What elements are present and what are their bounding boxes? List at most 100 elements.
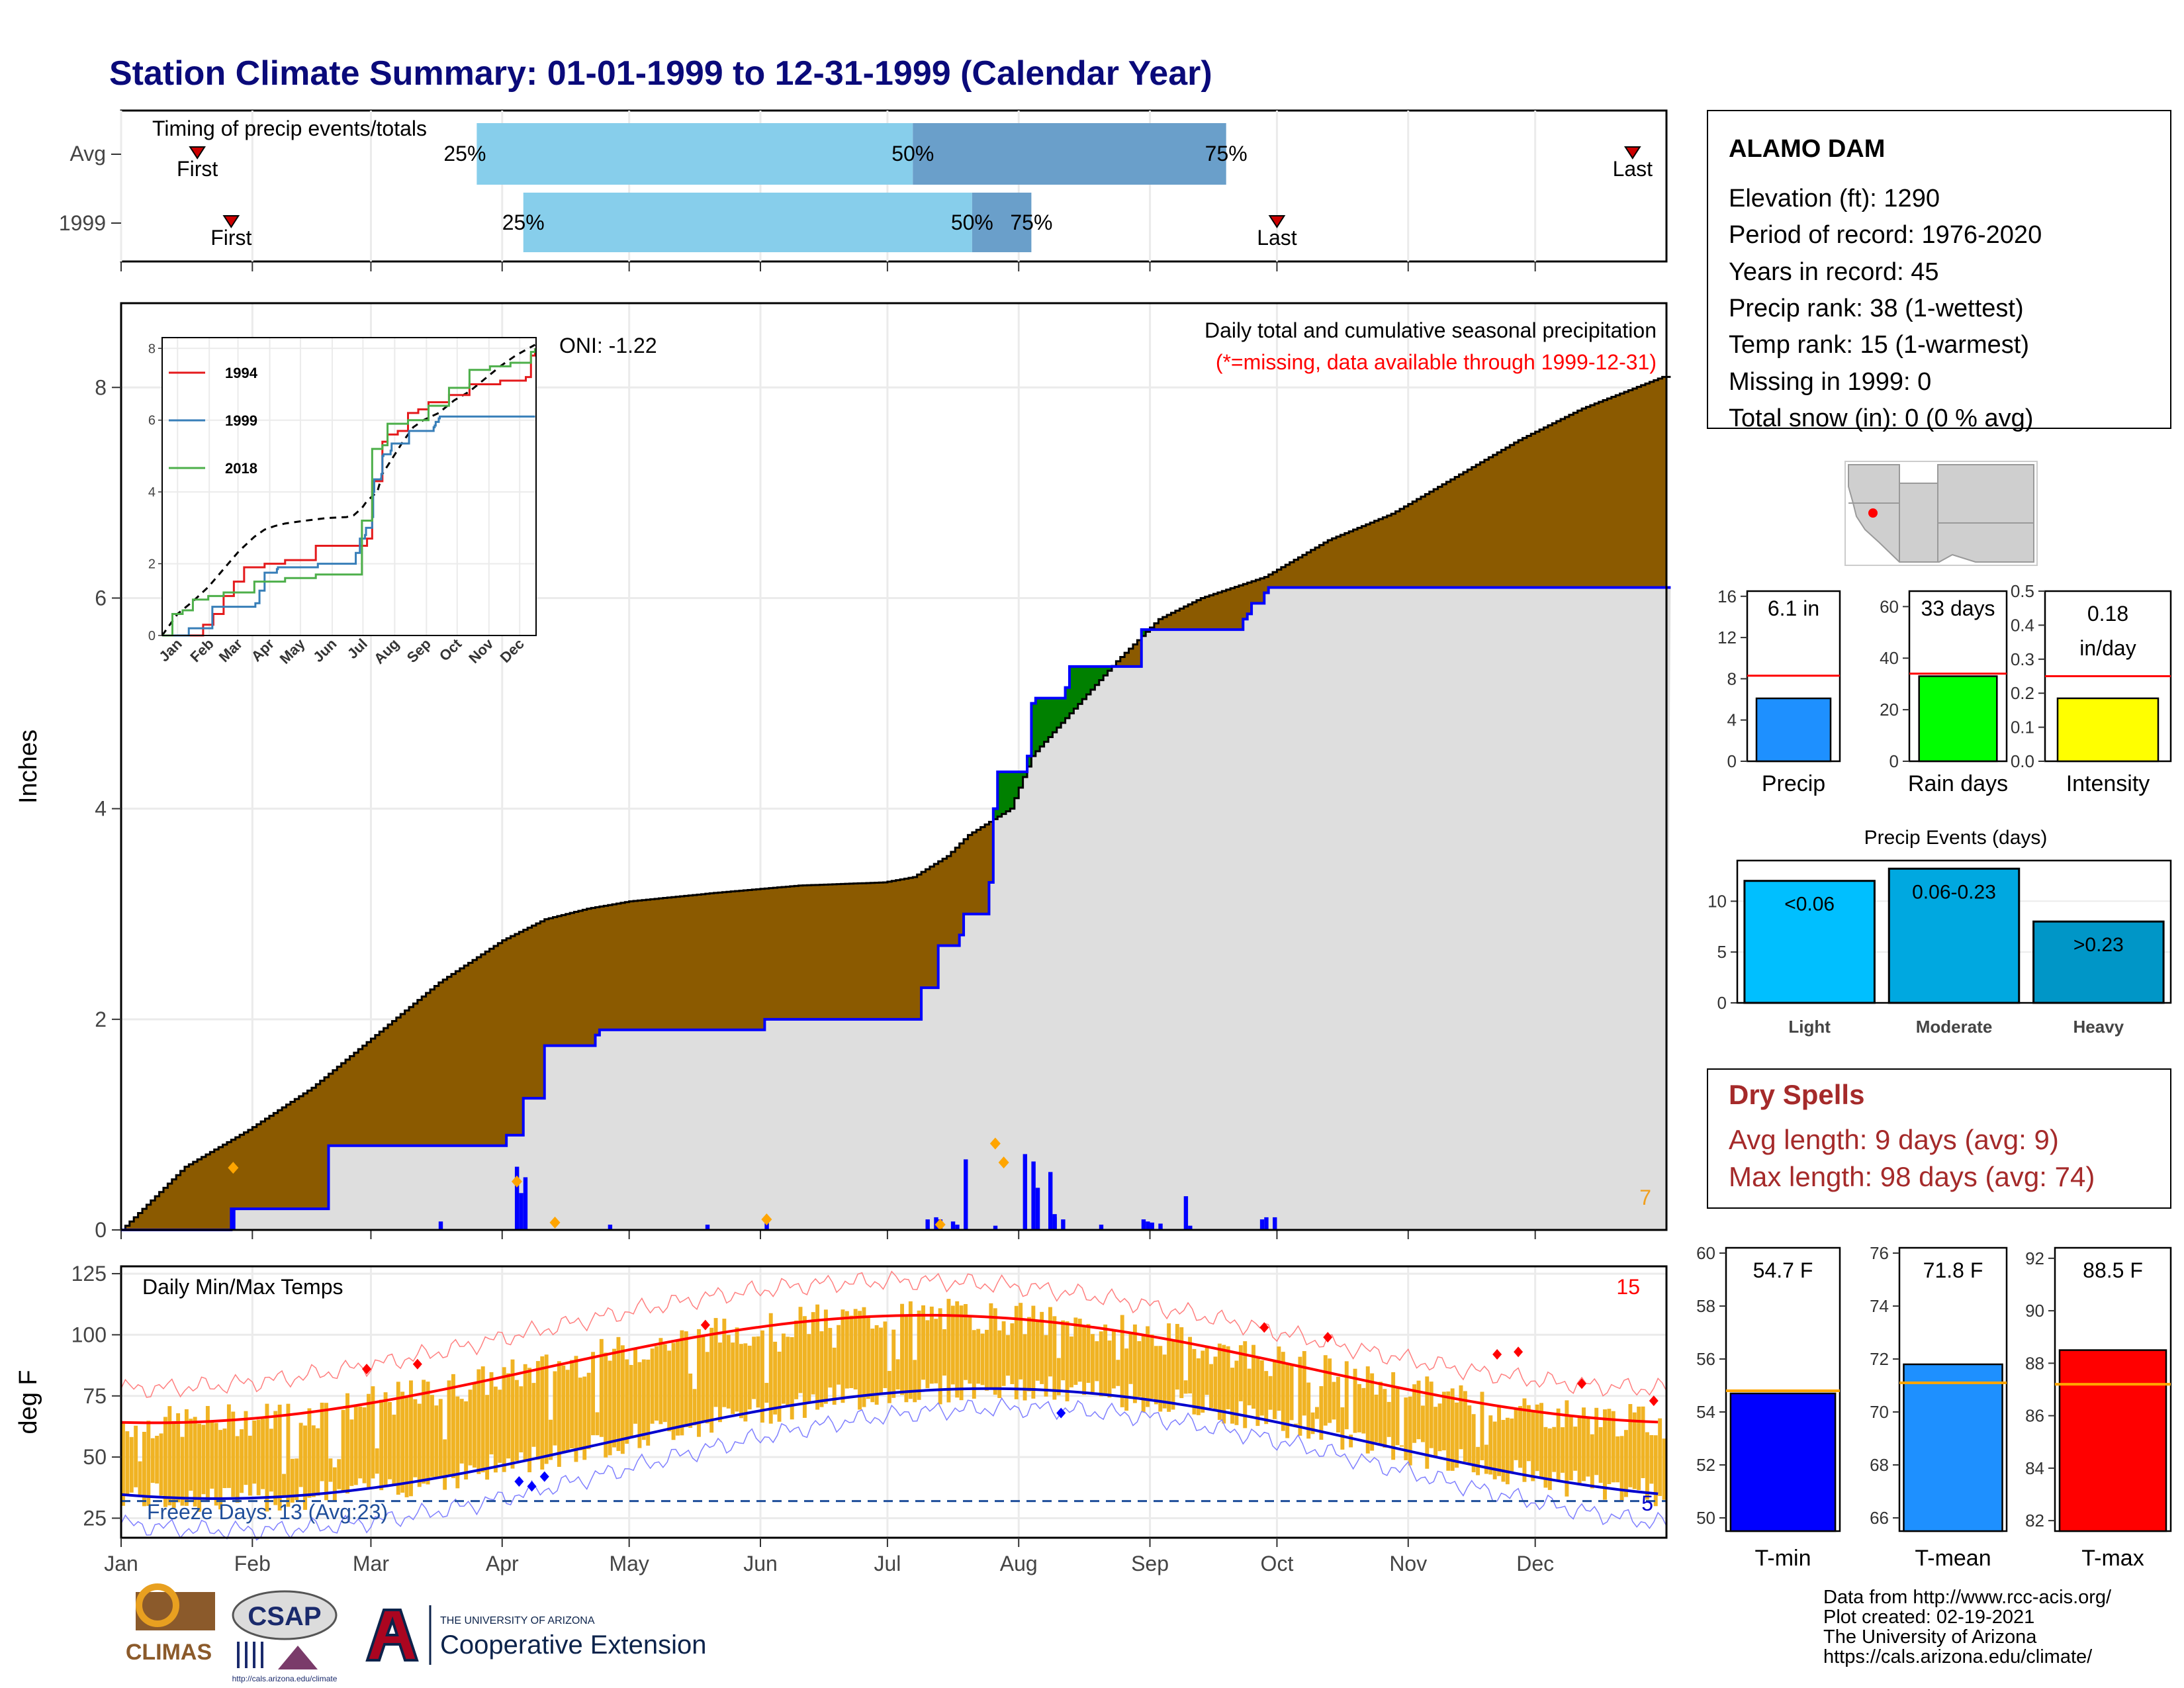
temp-daily-bar [472, 1383, 477, 1468]
precip-panel: 0 2 4 6 8 Inches Daily total and cumulative … [15, 302, 1671, 1242]
temp-daily-bar [768, 1313, 773, 1424]
inset-ytick-label-0: 0 [148, 629, 156, 643]
temp-daily-bar [1340, 1407, 1345, 1450]
temp-daily-bar [531, 1383, 536, 1447]
precip-daily-bar [1031, 1161, 1036, 1230]
mini-temp-tick-label: 86 [2025, 1406, 2044, 1426]
temp-daily-bar [659, 1338, 663, 1425]
timing-first-label-avg: First [177, 157, 218, 181]
temp-daily-bar [684, 1331, 688, 1427]
temp-daily-bar [1391, 1372, 1396, 1460]
mini-precip-tick-label: 40 [1880, 648, 1899, 668]
precip-daily-bar [705, 1225, 710, 1230]
mini-precip-tick-label: 0 [1889, 751, 1899, 771]
temp-daily-bar [1222, 1344, 1226, 1424]
temp-daily-bar [671, 1342, 676, 1440]
temp-daily-bar [256, 1419, 261, 1495]
ua-logo: THE UNIVERSITY OF ARIZONA Cooperative Ex… [365, 1605, 706, 1665]
temp-daily-bar [1323, 1355, 1328, 1426]
temp-record-low-marker [1056, 1407, 1066, 1419]
precip-daily-bar [925, 1219, 930, 1230]
precip-ytick-label-0: 0 [95, 1218, 107, 1242]
temp-daily-bar [1095, 1341, 1099, 1382]
temp-daily-bar [438, 1399, 443, 1477]
temp-daily-bar [307, 1408, 312, 1498]
mini-precip-tick-label: 4 [1727, 710, 1737, 730]
temp-daily-bar [1175, 1324, 1179, 1390]
mini-precip-tick-label: 60 [1880, 596, 1899, 616]
temp-daily-bar [519, 1386, 523, 1453]
temp-daily-bar [1645, 1432, 1649, 1500]
temp-daily-bar [1077, 1319, 1082, 1382]
temp-daily-bar [625, 1359, 629, 1444]
temp-daily-bar [1539, 1403, 1543, 1477]
footer-credits: Data from http://www.rcc-acis.org/ Plot … [1823, 1587, 2112, 1667]
temp-record-low-marker [527, 1481, 537, 1492]
temp-daily-bar [231, 1411, 236, 1497]
temp-daily-bar [324, 1403, 328, 1501]
events-tick-label-10: 10 [1707, 891, 1727, 911]
freeze-count: 5 [1641, 1491, 1653, 1515]
precip-daily-bar [1141, 1219, 1146, 1230]
precip-daily-bar [1099, 1225, 1104, 1230]
mini-precip-tick-label: 0.4 [2011, 615, 2034, 635]
inset-frame [161, 337, 537, 636]
temp-daily-bar [544, 1354, 549, 1464]
temp-daily-bar [358, 1406, 363, 1479]
temp-daily-bar [1463, 1391, 1467, 1462]
precip-event-marker [549, 1216, 561, 1229]
temp-daily-bar [743, 1343, 748, 1422]
precip-ytick-label-2: 2 [95, 1008, 107, 1031]
temp-daily-bar [1374, 1394, 1379, 1442]
dry-spells-box: Dry Spells Avg length: 9 days (avg: 9) M… [1707, 1068, 2171, 1209]
mini-precip-tick-label: 12 [1717, 628, 1737, 647]
timing-bar-25-50-avg [477, 123, 913, 185]
csap-logo: CSAP http://cals.arizona.edu/climate [232, 1590, 338, 1683]
temp-daily-bar [210, 1421, 214, 1489]
temp-ytick-label-100: 100 [71, 1323, 107, 1346]
temp-daily-bar [735, 1327, 739, 1412]
temp-daily-bar [1154, 1346, 1158, 1405]
temp-daily-bar [1455, 1402, 1459, 1468]
temp-daily-bar [129, 1436, 134, 1493]
mini-temp-tick-label: 76 [1870, 1243, 1889, 1263]
timing-last-label-1999: Last [1257, 226, 1297, 250]
precip-daily-bar [514, 1166, 520, 1230]
temp-daily-bar [1238, 1345, 1243, 1401]
temp-ytick-label-125: 125 [71, 1262, 107, 1286]
temp-daily-bar [557, 1361, 561, 1467]
temp-daily-bar [662, 1344, 667, 1423]
temp-daily-bar [1285, 1362, 1290, 1438]
mini-temp-label-0: T-min [1755, 1546, 1811, 1571]
temp-daily-bar [506, 1373, 511, 1459]
events-bar-moderate [1888, 867, 2021, 1004]
mini-precip-value-2: 0.18 [2087, 602, 2128, 626]
precip-ytick-label-4: 4 [95, 797, 107, 821]
temp-daily-bar [426, 1382, 430, 1485]
temp-daily-bar [561, 1365, 566, 1454]
state-outlines-shape [1848, 464, 2034, 563]
temp-daily-bar [1217, 1343, 1222, 1420]
precip-daily-bar [1264, 1217, 1269, 1230]
mini-temp-tick-label: 68 [1870, 1455, 1889, 1475]
temp-daily-bar [510, 1359, 515, 1469]
mini-precip-value-unit-2: in/day [2079, 636, 2136, 660]
csap-mountain [278, 1646, 318, 1669]
precip-legend-subtitle: (*=missing, data available through 1999-… [1216, 350, 1657, 374]
temp-daily-bar [459, 1399, 464, 1464]
temp-daily-bar [1099, 1331, 1103, 1397]
temp-daily-bar [798, 1307, 803, 1393]
temp-daily-bar [1328, 1358, 1332, 1423]
month-label-dec: Dec [1516, 1552, 1554, 1575]
temp-daily-bar [794, 1320, 799, 1399]
mini-temp-tick-label: 58 [1696, 1296, 1715, 1316]
temp-daily-bar [1188, 1336, 1193, 1393]
mini-temp-label-2: T-max [2081, 1546, 2144, 1571]
temp-daily-bar [388, 1401, 392, 1479]
temp-daily-bar [298, 1423, 303, 1487]
temp-daily-bar [853, 1309, 858, 1390]
temp-daily-bar [866, 1317, 870, 1399]
station-line-temp-rank: Temp rank: 15 (1-warmest) [1729, 331, 2029, 359]
temp-daily-bar [823, 1309, 828, 1404]
temp-daily-bar [1103, 1324, 1108, 1396]
